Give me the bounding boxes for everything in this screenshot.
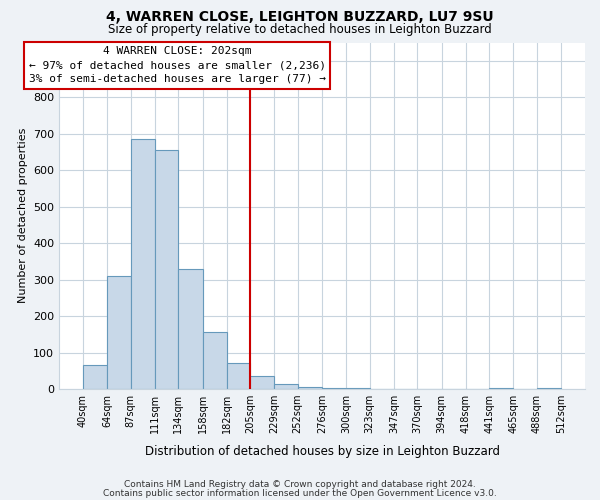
Text: Size of property relative to detached houses in Leighton Buzzard: Size of property relative to detached ho… — [108, 22, 492, 36]
Bar — [274, 384, 298, 389]
Text: Contains public sector information licensed under the Open Government Licence v3: Contains public sector information licen… — [103, 488, 497, 498]
Bar — [178, 268, 203, 389]
Bar — [250, 376, 274, 389]
X-axis label: Distribution of detached houses by size in Leighton Buzzard: Distribution of detached houses by size … — [145, 444, 500, 458]
Bar — [489, 388, 514, 389]
Bar — [346, 388, 370, 389]
Bar — [537, 388, 561, 389]
Bar — [107, 276, 131, 389]
Y-axis label: Number of detached properties: Number of detached properties — [17, 128, 28, 304]
Bar — [227, 364, 250, 389]
Bar — [155, 150, 178, 389]
Bar — [131, 139, 155, 389]
Bar — [203, 332, 227, 389]
Text: 4 WARREN CLOSE: 202sqm
← 97% of detached houses are smaller (2,236)
3% of semi-d: 4 WARREN CLOSE: 202sqm ← 97% of detached… — [29, 46, 326, 84]
Bar — [298, 387, 322, 389]
Text: 4, WARREN CLOSE, LEIGHTON BUZZARD, LU7 9SU: 4, WARREN CLOSE, LEIGHTON BUZZARD, LU7 9… — [106, 10, 494, 24]
Text: Contains HM Land Registry data © Crown copyright and database right 2024.: Contains HM Land Registry data © Crown c… — [124, 480, 476, 489]
Bar — [83, 366, 107, 389]
Bar — [322, 388, 346, 389]
